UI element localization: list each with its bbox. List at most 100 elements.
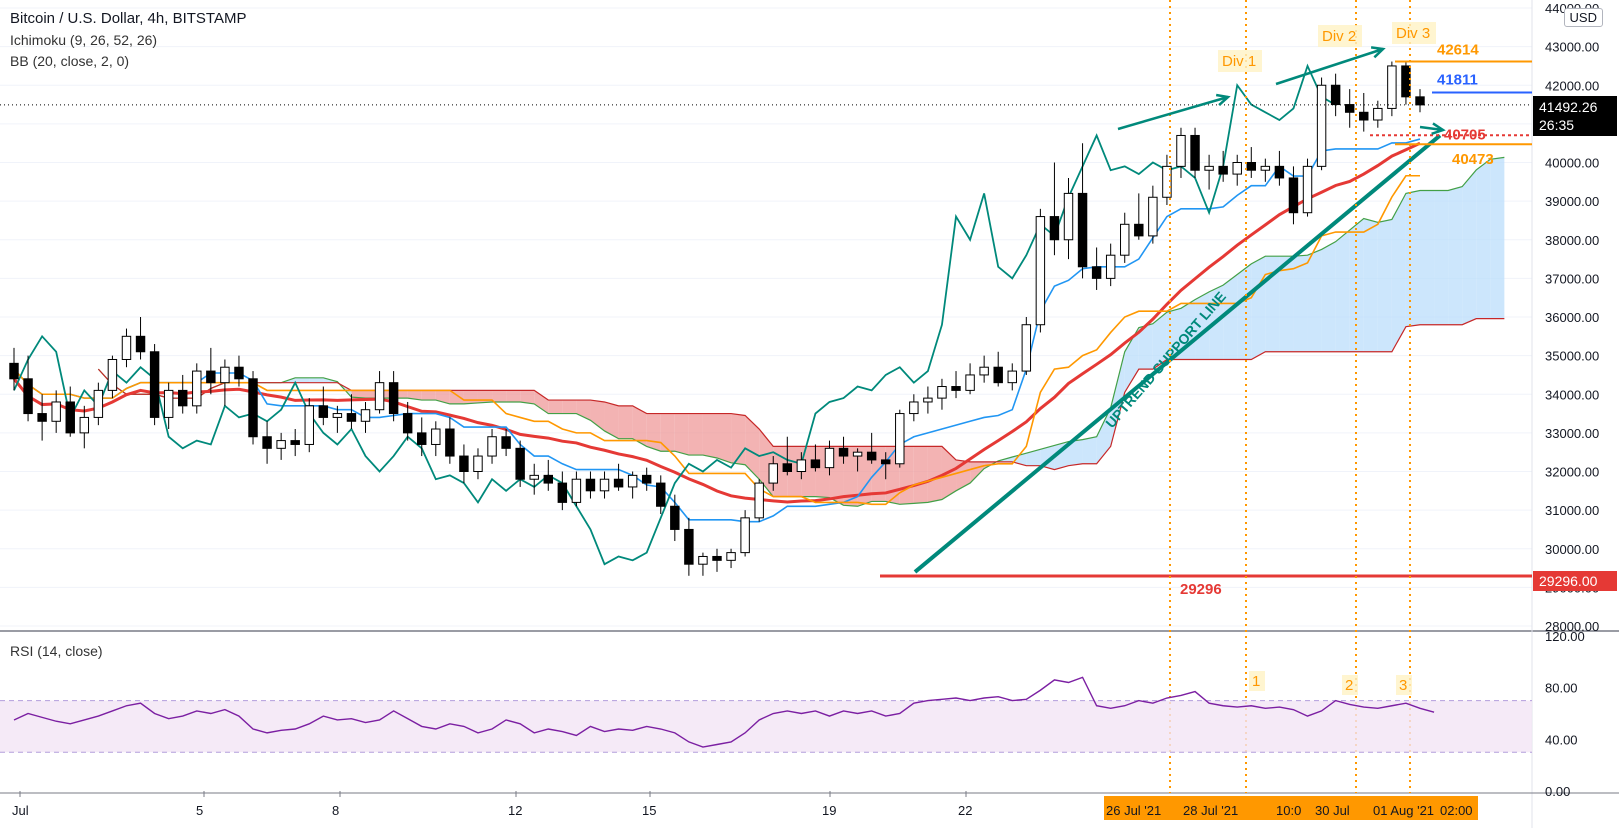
candle-body	[866, 451, 877, 461]
rsi-axis-tick: 40.00	[1545, 732, 1578, 747]
rsi-divergence-marker: 3	[1399, 677, 1407, 694]
support-level-label: 29296	[1180, 581, 1222, 598]
ichimoku-cloud-bull	[1251, 256, 1266, 360]
rsi-band	[0, 700, 1532, 753]
candle-body	[1190, 134, 1200, 171]
candle-body	[1218, 165, 1228, 175]
candle-body	[965, 374, 975, 391]
price-axis-tick: 40000.00	[1545, 156, 1599, 171]
ichimoku-span-b	[97, 318, 1505, 471]
ichimoku-legend[interactable]: Ichimoku (9, 26, 52, 26)	[10, 32, 158, 48]
candle-body	[1260, 165, 1271, 171]
candle-body	[1274, 165, 1285, 179]
support-price-tag: 29296.00	[1533, 571, 1617, 591]
candle-body	[557, 482, 568, 503]
ichimoku-cloud-bull	[1223, 274, 1238, 360]
time-axis-tick: 28 Jul '21	[1183, 803, 1238, 818]
price-axis-tick: 43000.00	[1545, 40, 1599, 55]
candle-body	[192, 370, 202, 407]
divergence-label-bg	[1392, 22, 1436, 44]
currency-badge[interactable]: USD	[1563, 8, 1603, 27]
ichimoku-cloud-bull	[1321, 241, 1336, 352]
price-axis-tick: 39000.00	[1545, 194, 1599, 209]
candle-body	[1077, 192, 1088, 268]
candle-body	[684, 528, 694, 565]
candle-body	[937, 386, 947, 399]
ichimoku-cloud-bull	[309, 377, 324, 383]
candle-body	[1232, 162, 1242, 175]
ichimoku-cloud-bear	[787, 446, 802, 497]
candle-body	[163, 389, 174, 418]
price-level-label: 40473	[1452, 151, 1494, 168]
ichimoku-cloud-bull	[1138, 323, 1153, 370]
candle-body	[346, 413, 357, 422]
price-axis-tick: 28000.00	[1545, 619, 1599, 634]
candle-body	[852, 451, 863, 457]
ichimoku-cloud-bull	[1448, 186, 1463, 325]
candle-body	[459, 455, 469, 472]
candle-body	[290, 440, 300, 445]
divergence-label: Div 1	[1222, 53, 1256, 70]
candle-body	[431, 428, 441, 445]
ichimoku-cloud-bear	[660, 413, 675, 452]
bar-countdown: 26:35	[1539, 117, 1575, 133]
time-axis-tick: 22	[958, 803, 972, 818]
candle-body	[740, 517, 750, 554]
candle-body	[276, 440, 286, 449]
current-price-value: 41492.26	[1539, 99, 1598, 115]
price-axis-tick: 38000.00	[1545, 233, 1599, 248]
ichimoku-cloud-bull	[1490, 157, 1505, 319]
time-axis-tick: 15	[642, 803, 656, 818]
ichimoku-cloud-bull	[1335, 230, 1350, 352]
candle-body	[1162, 165, 1172, 198]
ichimoku-cloud-bear	[590, 400, 605, 431]
candle-body	[402, 413, 413, 434]
chart-title: Bitcoin / U.S. Dollar, 4h, BITSTAMP	[10, 10, 247, 27]
rsi-axis-tick: 80.00	[1545, 681, 1578, 696]
candle-body	[220, 366, 230, 384]
candle-body	[234, 366, 244, 380]
ichimoku-chikou-line	[13, 63, 1337, 566]
price-level-label: 41811	[1437, 72, 1478, 89]
candle-body	[909, 401, 919, 415]
candle-body	[487, 436, 497, 457]
candle-body	[1415, 96, 1425, 106]
candle-body	[1344, 104, 1355, 113]
ichimoku-cloud-bull	[1377, 219, 1392, 352]
candle-body	[79, 416, 90, 434]
divergence-arrow-2	[1275, 47, 1384, 86]
rsi-legend[interactable]: RSI (14, close)	[10, 643, 103, 659]
ichimoku-tenkan-line	[13, 138, 1421, 523]
ichimoku-cloud-bull	[1363, 218, 1378, 352]
rsi-marker-bg	[1396, 675, 1412, 695]
ichimoku-cloud-bear	[618, 405, 633, 439]
ichimoku-cloud-bull	[1026, 449, 1041, 466]
candle-body	[923, 397, 933, 403]
candle-body	[374, 382, 385, 411]
candle-body	[1288, 177, 1299, 214]
candle-body	[262, 436, 272, 449]
candle-body	[670, 505, 680, 530]
ichimoku-cloud-bear	[407, 390, 422, 401]
ichimoku-cloud-bear	[576, 400, 591, 421]
ichimoku-cloud-bear	[745, 415, 760, 480]
candle-body	[445, 428, 455, 457]
candle-body	[93, 389, 104, 418]
ichimoku-cloud-bull	[1237, 263, 1252, 360]
candle-body	[810, 459, 821, 469]
divergence-arrow-1	[1117, 95, 1229, 131]
candle-body	[65, 401, 75, 434]
bollinger-legend[interactable]: BB (20, close, 2, 0)	[10, 53, 130, 69]
candle-body	[585, 478, 596, 492]
candle-body	[796, 459, 807, 473]
ichimoku-cloud-bear	[843, 446, 858, 507]
ichimoku-cloud-bear	[702, 413, 717, 458]
ichimoku-cloud-bull	[1110, 351, 1125, 447]
candle-body	[768, 463, 778, 484]
candle-body	[529, 474, 539, 480]
candle-body	[248, 378, 258, 438]
ichimoku-cloud-bull	[1434, 190, 1449, 325]
divergence-arrow-1-head	[1215, 93, 1231, 106]
